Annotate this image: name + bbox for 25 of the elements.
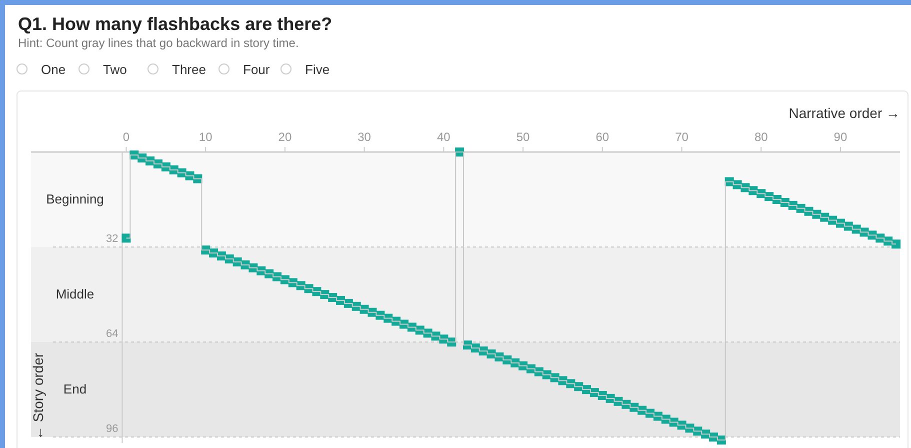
x-tick-label: 10: [198, 130, 213, 144]
x-tick-label: 80: [754, 130, 768, 144]
text: Three: [172, 62, 206, 77]
y-axis-title: ← Story order: [30, 352, 46, 440]
y-tick-label: 32: [106, 233, 118, 246]
x-tick-label: 50: [516, 130, 530, 144]
text: Five: [305, 62, 330, 77]
text: Four: [243, 62, 270, 77]
band-label: Beginning: [46, 192, 104, 207]
y-tick-label: 64: [106, 328, 118, 340]
x-tick-label: 40: [436, 130, 451, 144]
x-tick-label: 0: [122, 130, 130, 144]
x-tick-label: 20: [278, 130, 292, 144]
chart-subtitle: Hint: Count gray lines that go backward in story time.: [18, 36, 299, 50]
text: One: [41, 62, 66, 77]
x-tick-label: 70: [675, 130, 689, 144]
chart-title: Q1. How many flashbacks are there?: [18, 14, 332, 34]
x-tick-label: 60: [596, 130, 610, 144]
band-label: End: [63, 382, 87, 397]
x-tick-label: 90: [834, 130, 848, 144]
x-axis-title: Narrative order →: [788, 105, 900, 121]
band-label: Middle: [56, 286, 94, 302]
x-tick-label: 30: [358, 130, 372, 144]
text: Two: [103, 62, 127, 77]
y-tick-label: 96: [106, 423, 118, 436]
